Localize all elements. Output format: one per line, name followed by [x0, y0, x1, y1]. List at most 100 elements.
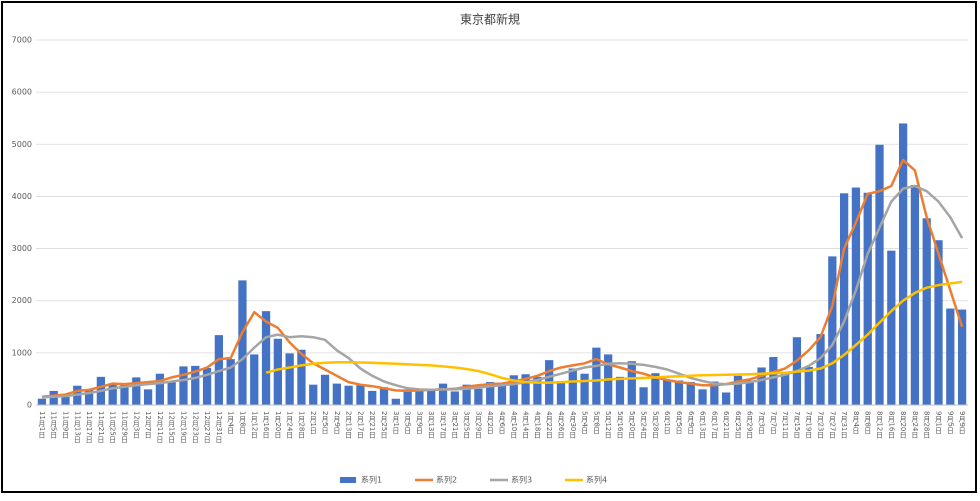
legend-label: 系列4: [586, 475, 607, 485]
bar: [922, 218, 931, 405]
legend-label: 系列1: [361, 475, 382, 485]
x-tick-label: 4月22日: [545, 411, 553, 440]
bar: [745, 380, 754, 405]
bar: [710, 381, 719, 405]
bar: [863, 192, 872, 405]
x-tick-label: 8月28日: [923, 411, 931, 440]
x-tick-label: 6月17日: [710, 411, 718, 440]
x-tick-label: 8月4日: [852, 411, 860, 435]
x-tick-label: 2月5日: [321, 411, 329, 435]
bar: [486, 382, 495, 405]
x-tick-label: 3月25日: [463, 411, 471, 440]
x-tick-label: 11月9日: [61, 411, 69, 440]
x-tick-label: 1月24日: [286, 411, 294, 440]
bar: [946, 308, 955, 405]
x-tick-label: 8月24日: [911, 411, 919, 440]
bar: [273, 338, 282, 405]
bar: [226, 359, 235, 405]
x-tick-label: 11月5日: [50, 411, 58, 440]
bar: [427, 388, 436, 405]
bar: [615, 376, 625, 405]
x-tick-label: 4月10日: [510, 411, 518, 440]
x-tick-label: 11月29日: [120, 411, 128, 444]
bar: [839, 193, 849, 405]
bar: [344, 385, 353, 405]
x-tick-label: 3月13日: [427, 411, 435, 440]
x-tick-label: 6月29日: [746, 411, 754, 440]
bar: [698, 389, 707, 405]
bar: [639, 387, 648, 405]
x-tick-label: 5月28日: [651, 411, 659, 440]
bar: [37, 398, 47, 405]
x-tick-label: 1月20日: [274, 411, 282, 440]
x-tick-label: 5月12日: [604, 411, 612, 440]
bar: [120, 383, 129, 405]
bar: [84, 389, 94, 405]
x-tick-label: 8月20日: [899, 411, 907, 440]
bar: [627, 361, 636, 405]
x-tick-label: 4月14日: [522, 411, 530, 440]
bar: [309, 384, 318, 405]
bar: [202, 367, 212, 405]
x-tick-label: 3月29日: [474, 411, 482, 440]
bar: [391, 398, 400, 405]
x-tick-label: 11月21日: [97, 411, 105, 444]
x-tick-label: 12月7日: [144, 411, 152, 440]
x-tick-label: 7月15日: [793, 411, 801, 440]
bar: [533, 376, 542, 405]
y-tick-label: 5000: [12, 140, 32, 149]
x-tick-label: 4月6日: [498, 411, 506, 435]
bar: [733, 375, 743, 405]
x-tick-label: 5月16日: [616, 411, 624, 440]
bar: [757, 367, 766, 405]
x-tick-label: 9月9日: [958, 411, 966, 435]
x-tick-label: 6月5日: [675, 411, 683, 435]
bar: [297, 349, 306, 405]
bar: [450, 391, 459, 405]
x-tick-label: 7月27日: [828, 411, 836, 440]
bar: [132, 377, 141, 405]
bar: [285, 353, 294, 405]
bar: [438, 383, 448, 405]
bar: [497, 384, 507, 405]
bar: [957, 309, 967, 405]
x-tick-label: 12月23日: [191, 411, 199, 444]
bar: [167, 381, 176, 405]
y-tick-label: 3000: [12, 244, 32, 253]
x-tick-label: 7月23日: [817, 411, 825, 440]
x-tick-label: 9月1日: [935, 411, 943, 435]
x-tick-label: 2月1日: [309, 411, 317, 435]
x-tick-label: 5月4日: [581, 411, 589, 435]
x-tick-label: 7月7日: [769, 411, 777, 435]
x-tick-label: 2月21日: [368, 411, 376, 440]
x-tick-label: 6月13日: [699, 411, 707, 440]
x-tick-label: 4月30日: [569, 411, 577, 440]
x-tick-label: 1月16日: [262, 411, 270, 440]
y-tick-label: 4000: [12, 192, 32, 201]
x-tick-label: 3月21日: [451, 411, 459, 440]
x-tick-label: 1月28日: [297, 411, 305, 440]
x-tick-label: 11月13日: [73, 411, 81, 444]
bar: [509, 375, 518, 405]
bar: [934, 240, 943, 405]
x-tick-label: 12月15日: [168, 411, 176, 444]
bar: [898, 123, 908, 405]
bar: [179, 366, 188, 405]
x-tick-label: 3月1日: [392, 411, 400, 435]
bar: [910, 184, 920, 405]
x-tick-label: 11月25日: [109, 411, 117, 444]
x-tick-label: 2月9日: [333, 411, 341, 435]
x-tick-label: 8月16日: [887, 411, 895, 440]
x-tick-label: 12月11日: [156, 411, 164, 444]
x-tick-label: 5月8日: [592, 411, 600, 435]
y-tick-label: 6000: [12, 88, 32, 97]
bar: [143, 389, 153, 405]
bar: [686, 382, 695, 405]
bar: [568, 368, 577, 405]
chart-title: 東京都新規: [460, 12, 520, 27]
x-tick-label: 12月31日: [215, 411, 223, 444]
bar: [592, 347, 601, 405]
bar: [379, 387, 389, 405]
x-tick-label: 4月18日: [533, 411, 541, 440]
bar: [403, 389, 412, 405]
